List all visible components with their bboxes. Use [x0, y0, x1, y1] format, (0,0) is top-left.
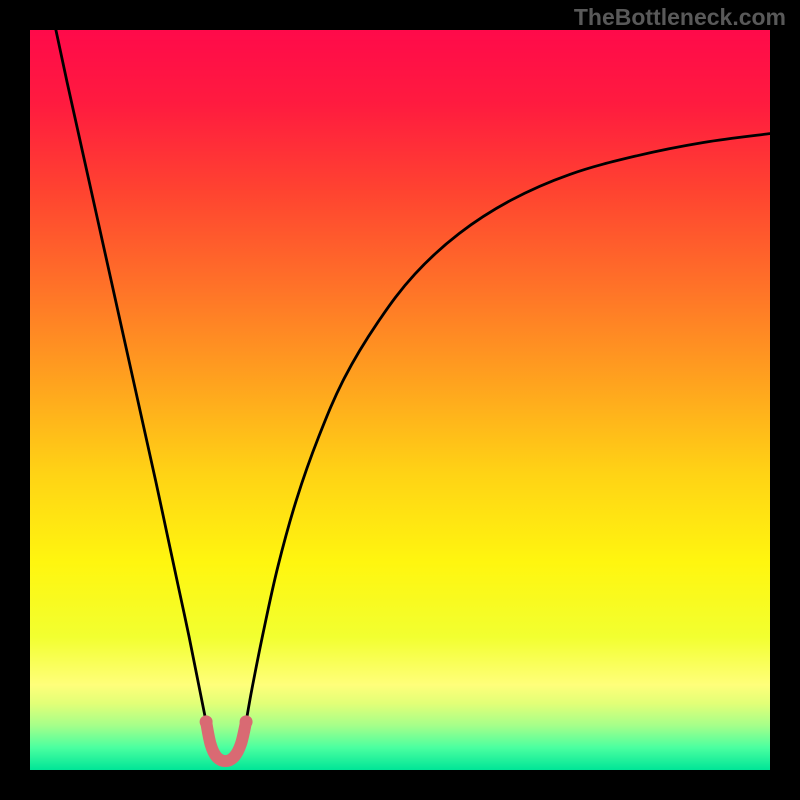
chart-frame: TheBottleneck.com	[0, 0, 800, 800]
plot-area	[30, 30, 770, 770]
bottleneck-curve-chart	[30, 30, 770, 770]
valley-dot-1	[240, 715, 253, 728]
watermark-text: TheBottleneck.com	[574, 4, 786, 31]
gradient-background	[30, 30, 770, 770]
valley-dot-0	[200, 715, 213, 728]
